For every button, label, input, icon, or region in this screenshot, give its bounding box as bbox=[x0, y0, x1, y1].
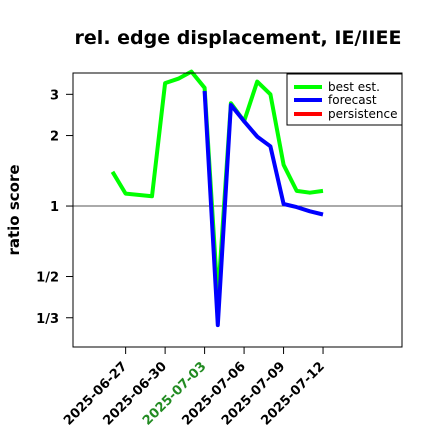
y-tick-label: 1 bbox=[50, 200, 59, 215]
legend: best est. forecast persistence bbox=[286, 73, 403, 126]
legend-label-persistence: persistence bbox=[328, 107, 397, 121]
series-line-forecast bbox=[202, 90, 324, 328]
y-tick-label: 1/2 bbox=[36, 271, 59, 286]
legend-label-best-est: best est. bbox=[328, 80, 380, 94]
plot-frame bbox=[72, 72, 403, 348]
y-tick-label: 1/3 bbox=[36, 312, 59, 327]
chart-title: rel. edge displacement, IE/IIEE bbox=[75, 27, 402, 49]
y-axis-label: ratio score bbox=[5, 164, 23, 255]
legend-label-forecast: forecast bbox=[328, 93, 377, 107]
y-tick-label: 3 bbox=[50, 88, 59, 103]
y-tick-label: 2 bbox=[50, 130, 59, 145]
